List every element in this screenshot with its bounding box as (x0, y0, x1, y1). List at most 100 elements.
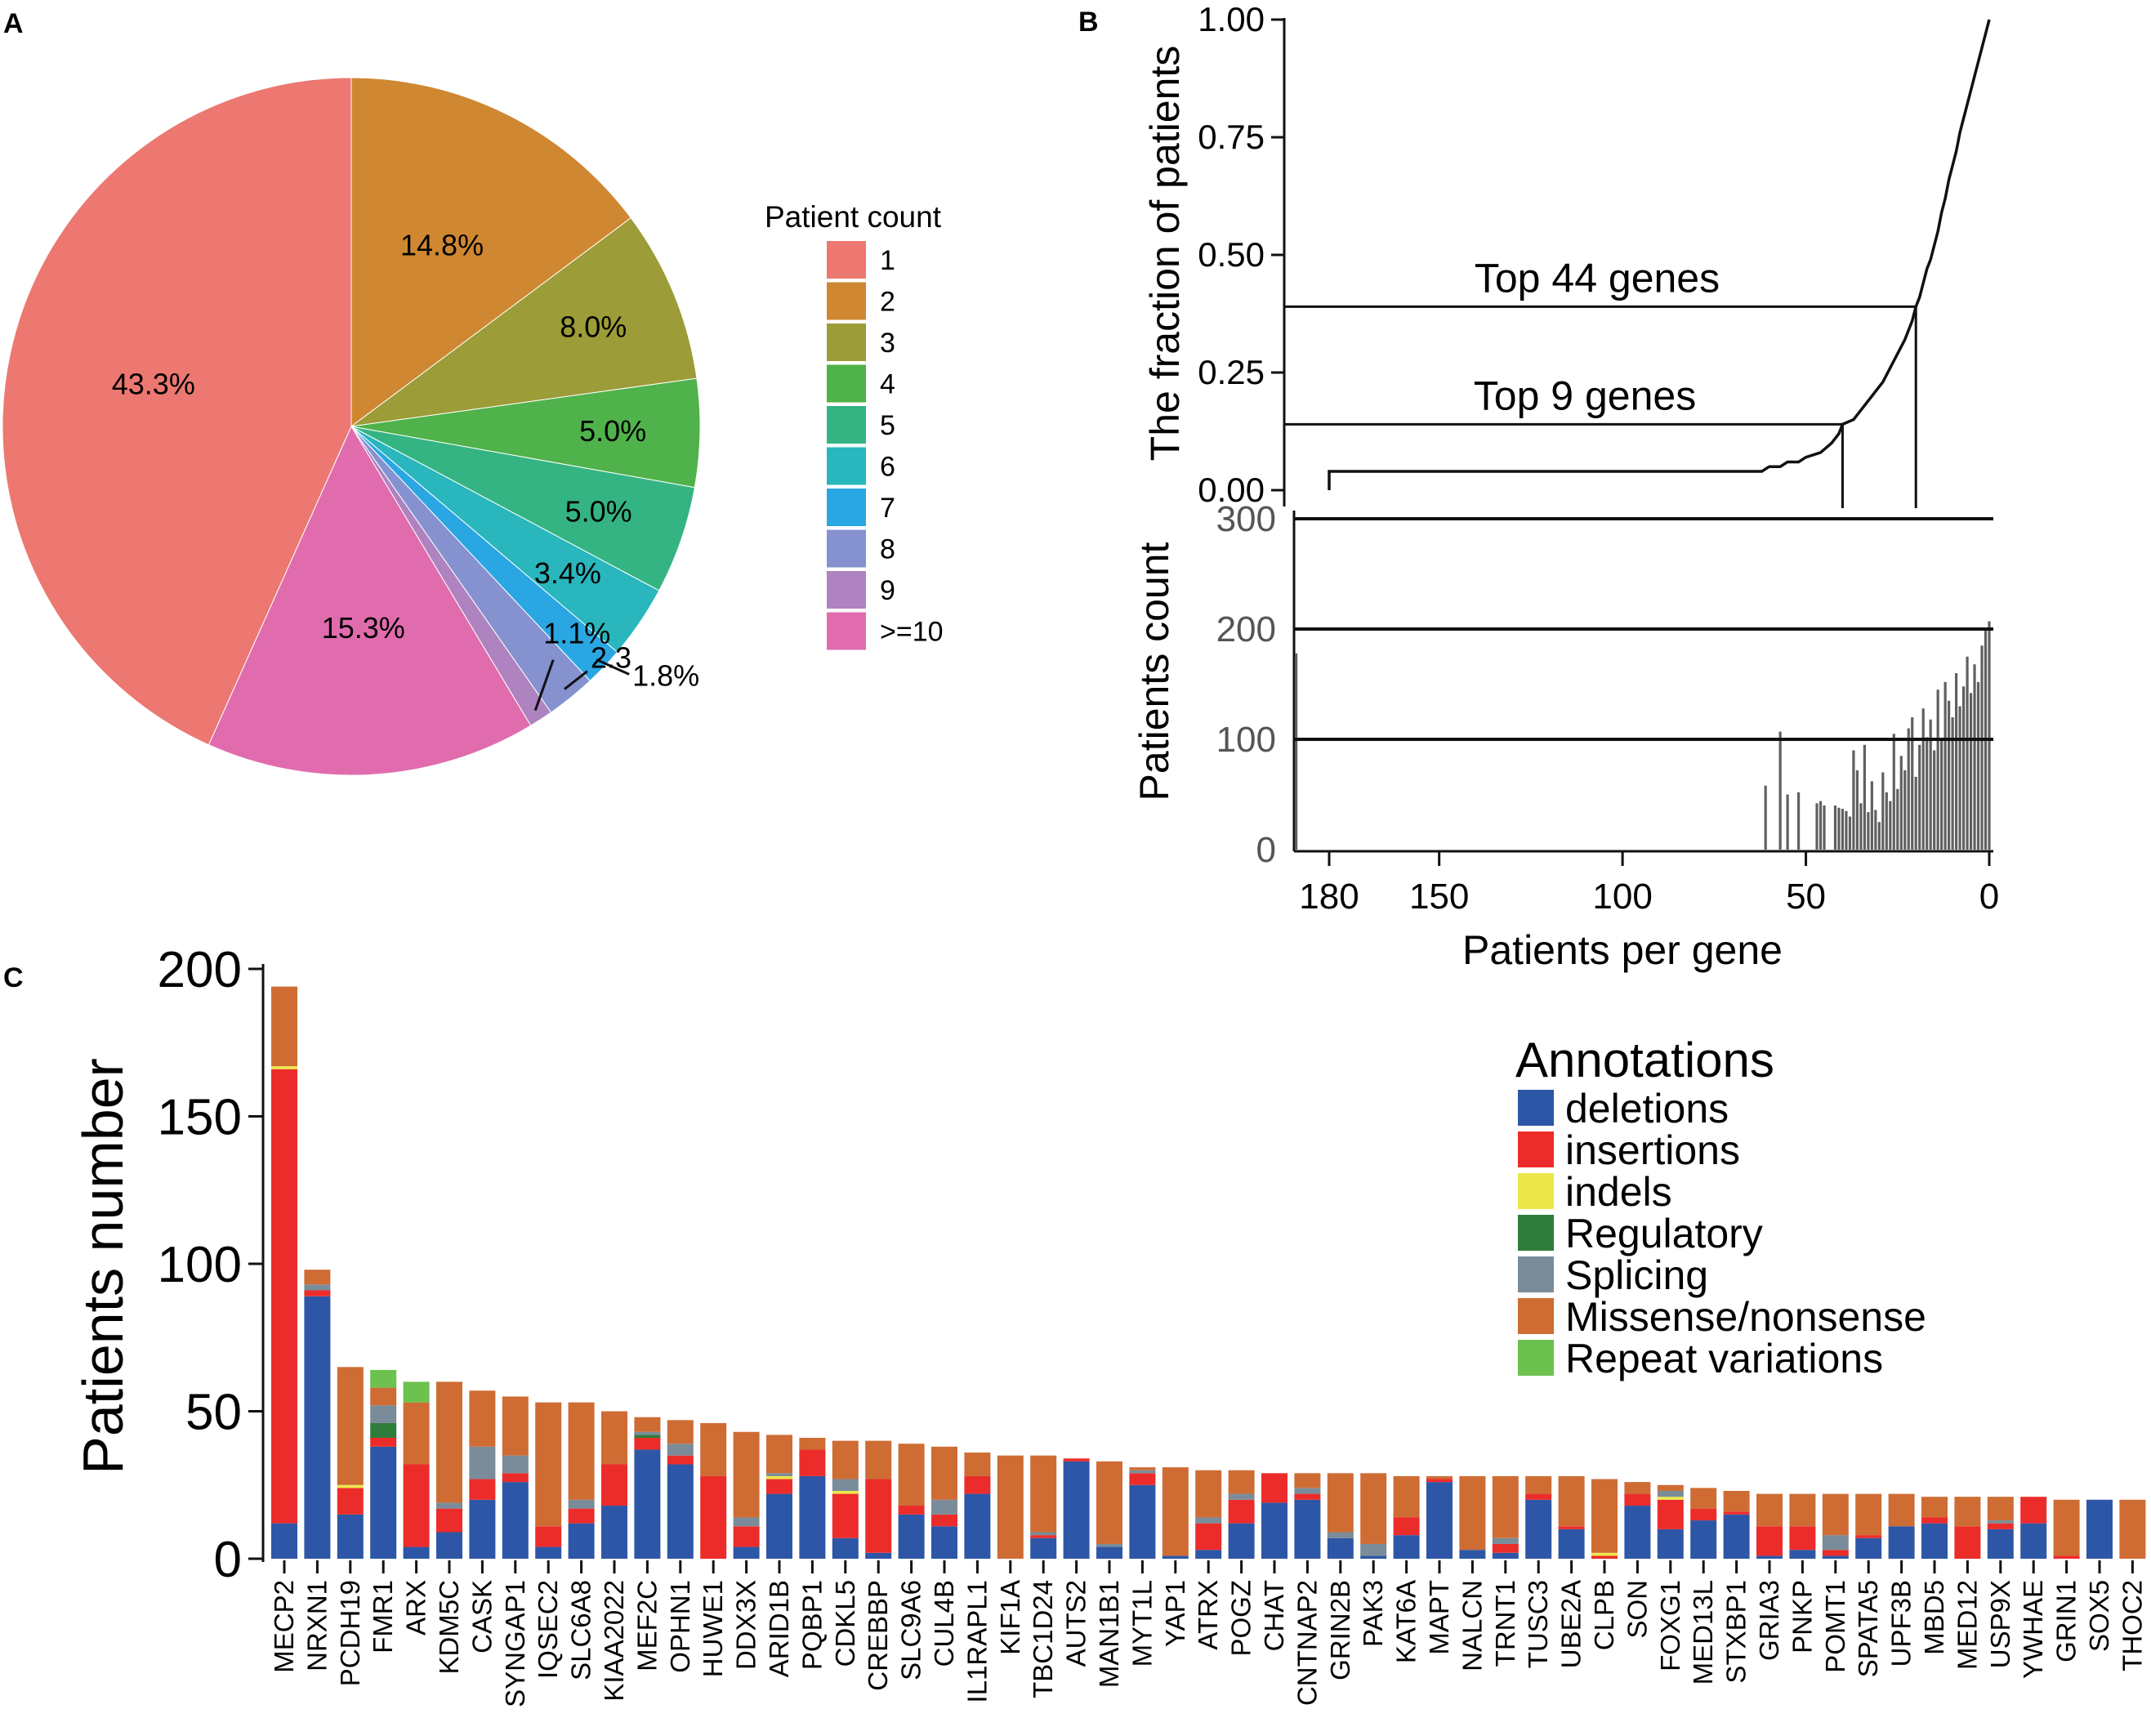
bar-ophn1-splicing (667, 1444, 694, 1456)
cumulative-ytick-label-4: 1.00 (1198, 0, 1265, 38)
bar-man1b1-deletions (1096, 1546, 1122, 1559)
bar-cntnap2-deletions (1294, 1499, 1321, 1559)
bar-pcdh19-missense-nonsense (337, 1367, 364, 1485)
bar-pcdh19-indels (337, 1484, 364, 1488)
histogram-bar-11 (1845, 810, 1848, 850)
bar-pcdh19-insertions (337, 1488, 364, 1515)
bar-trnt1-splicing (1492, 1537, 1519, 1544)
bar-med13l-deletions (1690, 1520, 1717, 1559)
category-label-myt1l: MYT1L (1127, 1580, 1157, 1667)
bar-slc6a8-insertions (568, 1508, 595, 1524)
histogram-ytick-label-0: 0 (1256, 830, 1276, 870)
histogram-bar-31 (1918, 744, 1921, 850)
histogram-bar-38 (1943, 681, 1947, 850)
bar-usp9x-deletions (1987, 1528, 2014, 1559)
bar-gria3-missense-nonsense (1756, 1493, 1783, 1527)
category-label-crebbp: CREBBP (863, 1580, 893, 1691)
category-label-med12: MED12 (1952, 1580, 1982, 1670)
bar-trnt1-deletions (1492, 1552, 1519, 1559)
pie-legend-swatch-9 (827, 571, 866, 609)
category-label-mapt: MAPT (1424, 1580, 1454, 1655)
bar-clpb-indels (1591, 1552, 1618, 1556)
bar-usp9x-missense-nonsense (1987, 1497, 2014, 1521)
bar-med12-missense-nonsense (1954, 1497, 1981, 1527)
category-label-kdm5c: KDM5C (434, 1580, 464, 1675)
bar-ube2a-deletions (1558, 1528, 1585, 1559)
bar-son-missense-nonsense (1624, 1482, 1651, 1494)
pie-slice-2 (350, 77, 631, 427)
bar-pomt1-missense-nonsense (1822, 1493, 1849, 1536)
histogram-bar-27 (1903, 770, 1907, 850)
bar-stxbp1-insertions (1723, 1511, 1750, 1515)
category-label-spata5: SPATA5 (1853, 1580, 1883, 1677)
annotations-legend-label-6: Repeat variations (1565, 1336, 1883, 1381)
category-label-tbc1d24: TBC1D24 (1028, 1580, 1058, 1698)
bar-pqbp1-missense-nonsense (799, 1437, 826, 1450)
pie-legend-swatch-1 (827, 241, 866, 279)
annotations-legend-swatch-4 (1518, 1256, 1554, 1292)
category-label-upf3b: UPF3B (1886, 1580, 1917, 1667)
bar-usp9x-splicing (1987, 1520, 2014, 1524)
category-label-stxbp1: STXBP1 (1721, 1580, 1752, 1684)
category-label-pogz: POGZ (1226, 1580, 1256, 1657)
histogram-ytick-label-3: 300 (1216, 499, 1276, 539)
bar-ophn1-deletions (667, 1464, 694, 1559)
bar-trnt1-missense-nonsense (1492, 1475, 1519, 1538)
bar-cul4b-missense-nonsense (931, 1446, 957, 1500)
pie-legend-title: Patient count (765, 200, 942, 234)
bar-son-deletions (1624, 1506, 1651, 1559)
bar-cntnap2-splicing (1294, 1488, 1321, 1494)
bar-myt1l-splicing (1129, 1470, 1156, 1474)
histogram-bar-2 (1778, 731, 1782, 850)
bar-chat-deletions (1261, 1502, 1287, 1559)
bar-mecp2-insertions (271, 1069, 297, 1524)
bar-mbd5-deletions (1921, 1523, 1948, 1559)
pie-legend-label-5: 5 (880, 410, 895, 441)
bar-syngap1-insertions (502, 1473, 529, 1483)
bar-son-insertions (1624, 1493, 1651, 1506)
histogram-bar-43 (1961, 686, 1966, 850)
annotation-label-1: Top 9 genes (1474, 373, 1696, 418)
category-label-mef2c: MEF2C (631, 1580, 662, 1671)
bar-med12-insertions (1954, 1526, 1981, 1559)
bar-auts2-deletions (1063, 1461, 1090, 1559)
histogram-bar-35 (1933, 750, 1936, 850)
bar-mef2c-splicing (634, 1431, 661, 1435)
pie-legend-swatch-7 (827, 489, 866, 526)
category-label-fmr1: FMR1 (368, 1580, 398, 1653)
category-label-son: SON (1622, 1580, 1652, 1639)
category-label-pak3: PAK3 (1358, 1580, 1388, 1647)
bar-pogz-insertions (1228, 1499, 1255, 1524)
stacked-ytick-label-4: 200 (158, 942, 242, 998)
histogram-bar-40 (1951, 717, 1954, 850)
histogram-bar-17 (1867, 812, 1870, 850)
bar-med13l-missense-nonsense (1690, 1488, 1717, 1509)
histogram-bar-50 (1988, 621, 1991, 850)
pie-legend-label-6: 6 (880, 452, 895, 483)
bar-mef2c-insertions (634, 1437, 661, 1450)
bar-atrx-splicing (1195, 1517, 1222, 1524)
cumulative-ytick-label-3: 0.75 (1198, 118, 1265, 156)
pie-label-10: 15.3% (322, 611, 405, 645)
annotations-legend-swatch-0 (1518, 1090, 1554, 1126)
bar-cask-splicing (469, 1446, 496, 1479)
category-label-chat: CHAT (1259, 1580, 1289, 1651)
category-label-iqsec2: IQSEC2 (533, 1580, 563, 1679)
bar-foxg1-splicing (1657, 1490, 1684, 1497)
histogram-bar-14 (1855, 770, 1859, 850)
category-label-pcdh19: PCDH19 (335, 1580, 365, 1686)
bar-pogz-deletions (1228, 1523, 1255, 1559)
pie-legend-swatch-2 (827, 282, 866, 320)
bar-mef2c-missense-nonsense (634, 1417, 661, 1432)
bar-yap1-deletions (1162, 1555, 1189, 1559)
bar-syngap1-splicing (502, 1455, 529, 1474)
histogram-y-label: Patients count (1131, 542, 1177, 801)
pie-label-5: 5.0% (565, 495, 632, 529)
bar-arid1b-splicing (766, 1473, 792, 1476)
histogram-bar-10 (1841, 809, 1845, 850)
bar-fmr1-deletions (370, 1446, 397, 1559)
category-label-nrxn1: NRXN1 (301, 1580, 332, 1671)
bar-mbd5-insertions (1921, 1517, 1948, 1524)
category-label-gria3: GRIA3 (1754, 1580, 1784, 1661)
pie-label-6: 3.4% (534, 556, 601, 590)
